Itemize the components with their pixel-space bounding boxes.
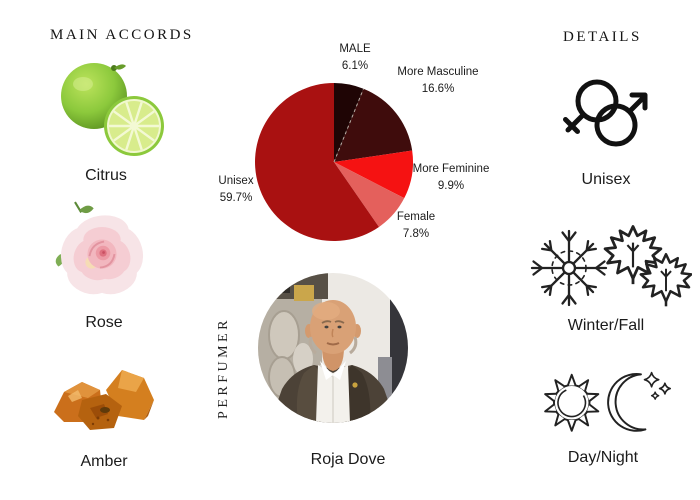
detail-label-season: Winter/Fall bbox=[567, 317, 645, 334]
perfumer-photo bbox=[258, 273, 408, 423]
pie-label-male-name: MALE bbox=[339, 43, 371, 55]
season-icons bbox=[530, 225, 692, 308]
gender-pie-chart bbox=[255, 83, 414, 241]
pie-slice-female bbox=[334, 162, 405, 227]
accord-label-amber: Amber bbox=[80, 453, 128, 470]
pie-label-female: Female 7.8% bbox=[380, 209, 452, 242]
perfumer-name: Roja Dove bbox=[310, 451, 386, 468]
pie-slice-unisex bbox=[255, 83, 379, 241]
main-accords-heading: MAIN ACCORDS bbox=[50, 27, 194, 43]
pie-label-female-pct: 7.8% bbox=[402, 227, 430, 240]
pie-label-more-masculine: More Masculine 16.6% bbox=[376, 64, 500, 97]
pie-slice-male bbox=[334, 83, 364, 162]
pie-divider-line bbox=[333, 88, 364, 163]
pie-label-female-name: Female bbox=[396, 211, 436, 223]
details-heading: DETAILS bbox=[563, 29, 642, 45]
unisex-gender-icon bbox=[563, 79, 648, 147]
time-icons bbox=[544, 371, 672, 432]
lime-image bbox=[61, 63, 164, 156]
perfumer-heading: PERFUMER bbox=[216, 317, 231, 419]
pie-slice-more-feminine bbox=[334, 150, 414, 199]
pie-label-more-masculine-pct: 16.6% bbox=[421, 82, 455, 95]
detail-label-time: Day/Night bbox=[567, 449, 639, 466]
pie-label-unisex-name: Unisex bbox=[218, 175, 254, 187]
snowflake-icon bbox=[530, 229, 608, 307]
sun-icon bbox=[544, 373, 600, 432]
pie-label-more-masculine-name: More Masculine bbox=[397, 66, 479, 78]
pie-label-more-feminine-name: More Feminine bbox=[412, 163, 490, 175]
pie-slice-more-masculine bbox=[334, 88, 413, 162]
pie-label-male: MALE 6.1% bbox=[316, 41, 394, 74]
rose-image bbox=[55, 201, 144, 295]
pie-label-male-pct: 6.1% bbox=[341, 59, 369, 72]
amber-image bbox=[54, 370, 154, 430]
pie-label-unisex-pct: 59.7% bbox=[219, 191, 253, 204]
pie-label-more-feminine: More Feminine 9.9% bbox=[390, 161, 512, 194]
pie-label-unisex: Unisex 59.7% bbox=[202, 173, 270, 206]
detail-label-gender: Unisex bbox=[581, 171, 631, 188]
pie-label-more-feminine-pct: 9.9% bbox=[437, 179, 465, 192]
accord-label-citrus: Citrus bbox=[85, 167, 127, 184]
moon-stars-icon bbox=[607, 371, 672, 432]
accord-label-rose: Rose bbox=[85, 314, 123, 331]
